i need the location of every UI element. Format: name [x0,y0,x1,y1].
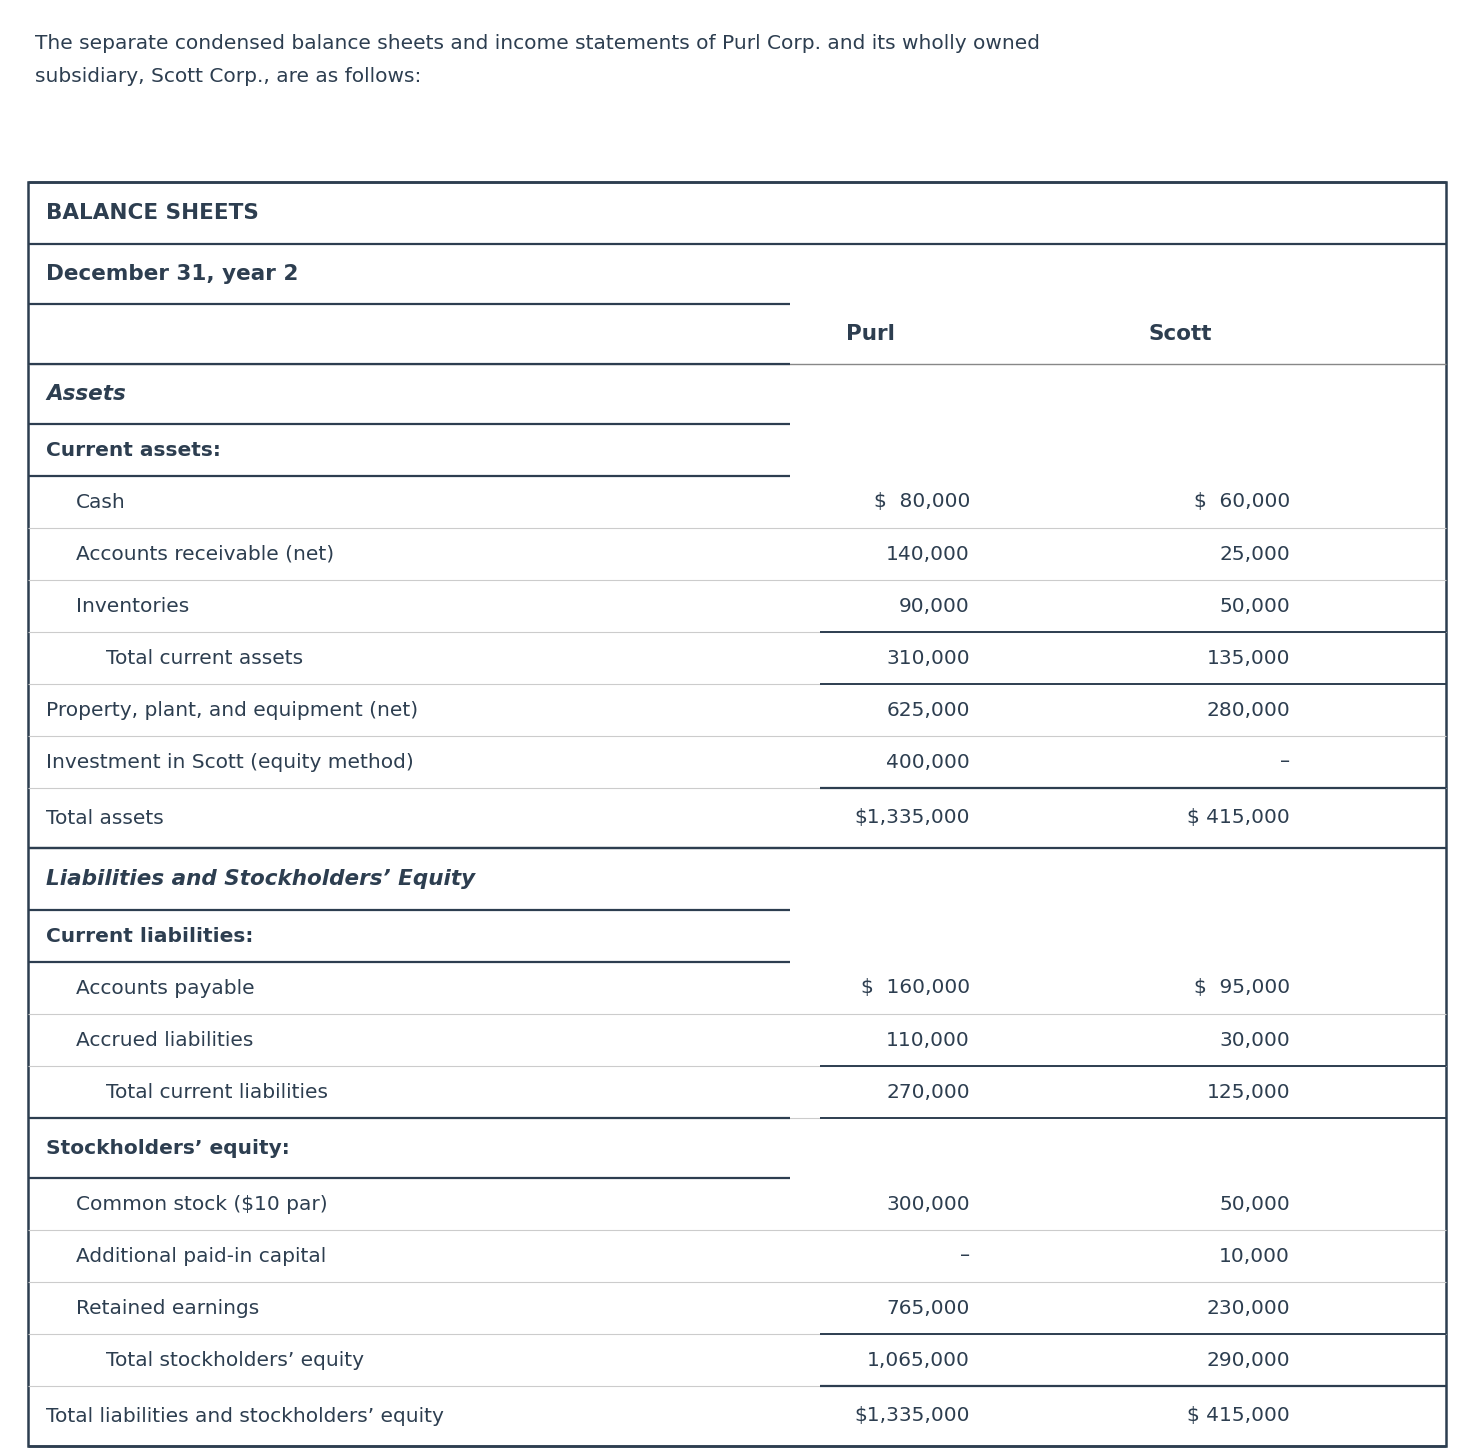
Text: 10,000: 10,000 [1219,1246,1290,1266]
Text: Retained earnings: Retained earnings [77,1298,259,1317]
Text: 280,000: 280,000 [1206,700,1290,720]
Text: 125,000: 125,000 [1206,1083,1290,1102]
Text: Purl: Purl [846,324,895,344]
Text: Total current liabilities: Total current liabilities [106,1083,329,1102]
Text: Property, plant, and equipment (net): Property, plant, and equipment (net) [46,700,419,720]
Text: Accounts receivable (net): Accounts receivable (net) [77,544,335,563]
Text: 310,000: 310,000 [886,649,970,668]
Text: Assets: Assets [46,383,125,404]
Text: 400,000: 400,000 [886,752,970,771]
Text: $1,335,000: $1,335,000 [855,1407,970,1426]
Text: $  95,000: $ 95,000 [1194,979,1290,998]
Text: Stockholders’ equity:: Stockholders’ equity: [46,1138,290,1157]
Text: Current liabilities:: Current liabilities: [46,926,254,945]
Text: $1,335,000: $1,335,000 [855,809,970,828]
Text: Additional paid-in capital: Additional paid-in capital [77,1246,326,1266]
Text: BALANCE SHEETS: BALANCE SHEETS [46,203,259,224]
Text: Current assets:: Current assets: [46,440,221,459]
Text: Total assets: Total assets [46,809,164,828]
Text: $  80,000: $ 80,000 [874,492,970,511]
Text: 230,000: 230,000 [1206,1298,1290,1317]
Bar [28,182,1446,1446]
Text: 110,000: 110,000 [886,1031,970,1050]
Text: Accounts payable: Accounts payable [77,979,255,998]
Text: The separate condensed balance sheets and income statements of Purl Corp. and it: The separate condensed balance sheets an… [35,33,1041,54]
Text: subsidiary, Scott Corp., are as follows:: subsidiary, Scott Corp., are as follows: [35,67,422,86]
Text: Inventories: Inventories [77,597,189,616]
Text: $  60,000: $ 60,000 [1194,492,1290,511]
Text: 50,000: 50,000 [1219,597,1290,616]
Text: 140,000: 140,000 [886,544,970,563]
Text: Total stockholders’ equity: Total stockholders’ equity [106,1350,364,1369]
Text: –: – [960,1246,970,1266]
Text: $ 415,000: $ 415,000 [1187,1407,1290,1426]
Text: Accrued liabilities: Accrued liabilities [77,1031,254,1050]
Text: 30,000: 30,000 [1219,1031,1290,1050]
Text: $  160,000: $ 160,000 [861,979,970,998]
Text: 300,000: 300,000 [886,1195,970,1214]
Text: Liabilities and Stockholders’ Equity: Liabilities and Stockholders’ Equity [46,868,475,889]
Text: Common stock ($10 par): Common stock ($10 par) [77,1195,327,1214]
Text: $ 415,000: $ 415,000 [1187,809,1290,828]
Text: 90,000: 90,000 [899,597,970,616]
Text: 625,000: 625,000 [886,700,970,720]
Text: 765,000: 765,000 [887,1298,970,1317]
Text: Scott: Scott [1148,324,1212,344]
Text: December 31, year 2: December 31, year 2 [46,264,298,285]
Text: Cash: Cash [77,492,125,511]
Text: 290,000: 290,000 [1206,1350,1290,1369]
Text: 270,000: 270,000 [886,1083,970,1102]
Text: –: – [1279,752,1290,771]
Text: 50,000: 50,000 [1219,1195,1290,1214]
Text: Total current assets: Total current assets [106,649,304,668]
Text: Investment in Scott (equity method): Investment in Scott (equity method) [46,752,414,771]
Text: 135,000: 135,000 [1207,649,1290,668]
Text: Total liabilities and stockholders’ equity: Total liabilities and stockholders’ equi… [46,1407,444,1426]
Text: 1,065,000: 1,065,000 [867,1350,970,1369]
Text: 25,000: 25,000 [1219,544,1290,563]
